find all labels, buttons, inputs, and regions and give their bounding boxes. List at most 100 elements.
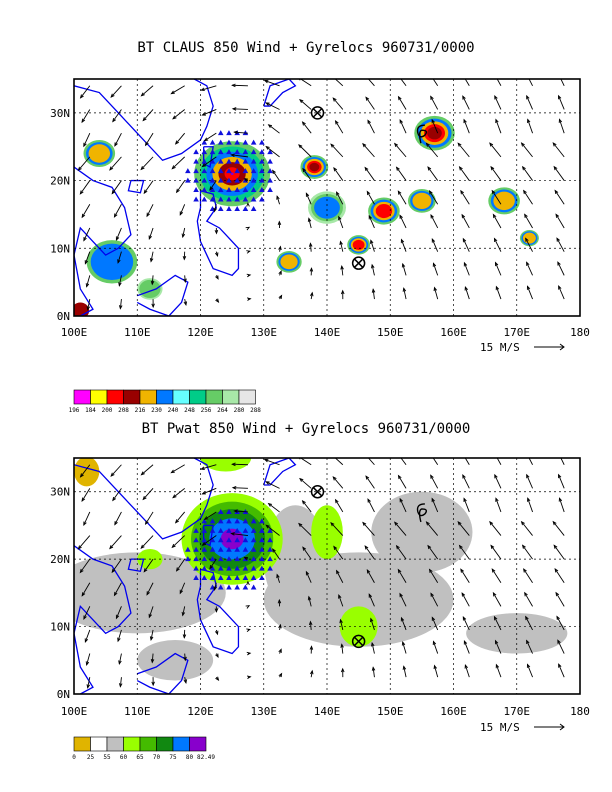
wind-vector-head — [556, 237, 560, 242]
colorbar-label: 200 — [102, 407, 113, 414]
gyre-triangle — [185, 546, 191, 552]
gyre-triangle — [267, 565, 273, 571]
wind-vector-head — [150, 658, 155, 664]
lon-tick-label: 140E — [314, 326, 341, 339]
colorbar-swatch — [156, 736, 174, 752]
wind-vector-head — [115, 614, 120, 620]
wind-vector-head — [83, 615, 87, 620]
wind-vector-head — [463, 118, 467, 124]
wind-vector-head — [148, 613, 152, 619]
wind-vector-head — [462, 474, 466, 479]
wind-vector-head — [246, 297, 252, 301]
wind-vector-head — [494, 639, 499, 645]
coastline — [74, 458, 214, 540]
wind-vector-head — [267, 502, 273, 507]
wind-vector — [362, 143, 375, 158]
wind-vector-head — [81, 213, 86, 219]
wind-vector-head — [330, 143, 335, 148]
gyre-triangle — [242, 575, 249, 581]
coastline — [74, 166, 132, 316]
wind-vector-head — [81, 118, 86, 124]
wind-vector — [110, 464, 122, 477]
wind-vector-head — [174, 519, 179, 524]
colorbar-label: 196 — [69, 407, 80, 414]
wind-vector-head — [338, 215, 342, 221]
wind-vector — [330, 143, 344, 158]
gyre-triangle — [250, 527, 257, 533]
wind-vector-head — [333, 545, 338, 550]
wind-vector-head — [558, 118, 563, 123]
wind-vector — [81, 109, 91, 123]
wind-vector — [554, 190, 565, 205]
gyre-triangle — [242, 139, 249, 145]
gyre-triangle — [234, 168, 240, 174]
gyre-triangle — [201, 575, 208, 581]
tropical-cyclone-icon — [416, 503, 428, 523]
wind-vector-head — [140, 544, 145, 549]
wind-vector-head — [263, 79, 269, 84]
wind-vector-head — [492, 591, 497, 597]
wind-vector — [81, 582, 91, 596]
wind-vector-head — [111, 568, 116, 574]
wind-vector-head — [370, 239, 374, 244]
wind-vector — [171, 535, 185, 548]
wind-vector-head — [521, 165, 526, 171]
wind-vector-head — [431, 497, 435, 503]
wind-vector-head — [109, 166, 114, 171]
wind-vector — [119, 299, 122, 309]
gyre-triangle — [259, 546, 265, 552]
wind-vector — [142, 488, 154, 500]
wind-vector — [84, 251, 91, 264]
wind-vector — [464, 286, 470, 300]
wind-vector-head — [364, 74, 367, 77]
wind-vector — [527, 286, 533, 300]
colorbar-label: 55 — [103, 754, 111, 761]
gyre-triangle — [201, 196, 208, 202]
wind-vector-head — [368, 593, 373, 598]
wind-vector — [272, 170, 280, 181]
wind-vector — [114, 582, 122, 596]
gyre-triangle — [217, 158, 224, 164]
wind-vector-head — [113, 213, 118, 218]
gyre-triangle — [250, 149, 257, 155]
wind-vector — [308, 218, 312, 229]
wind-vector — [362, 522, 375, 536]
wind-vector — [143, 180, 154, 194]
gyre-triangle — [226, 158, 232, 164]
wind-vector — [171, 156, 185, 169]
wind-vector-head — [233, 130, 238, 135]
wind-vector — [370, 240, 375, 252]
colorbar-swatch — [90, 736, 108, 752]
wind-vector — [527, 498, 533, 513]
wind-vector-head — [371, 288, 376, 293]
wind-vector-head — [494, 452, 497, 455]
wind-vector-head — [230, 153, 235, 157]
gyre-triangle — [250, 168, 257, 174]
wind-vector-head — [118, 660, 122, 665]
wind-vector-head — [558, 663, 562, 668]
wind-vector-head — [340, 643, 344, 648]
wind-vector-head — [278, 672, 283, 678]
wind-vector — [83, 132, 91, 147]
wind-vector-head — [143, 189, 148, 195]
wind-vector — [527, 119, 533, 134]
wind-vector — [399, 119, 407, 134]
shade-blob — [200, 458, 252, 472]
wind-vector — [338, 594, 344, 607]
wind-vector-head — [397, 568, 402, 574]
wind-vector-head — [362, 142, 367, 148]
wind-vector-head — [402, 665, 407, 670]
wind-vector — [491, 190, 502, 205]
wind-vector — [308, 596, 312, 607]
wind-vector — [372, 667, 375, 678]
wind-vector — [365, 475, 375, 489]
wind-vector — [140, 156, 154, 170]
gyre-triangle — [201, 518, 208, 524]
wind-vector — [231, 533, 248, 536]
colorbar-swatch — [222, 389, 240, 405]
gyre-triangle — [226, 149, 232, 155]
wind-vector — [559, 498, 565, 513]
wind-vector-head — [400, 238, 405, 244]
wind-vector — [433, 263, 439, 276]
wind-vector — [145, 511, 154, 525]
